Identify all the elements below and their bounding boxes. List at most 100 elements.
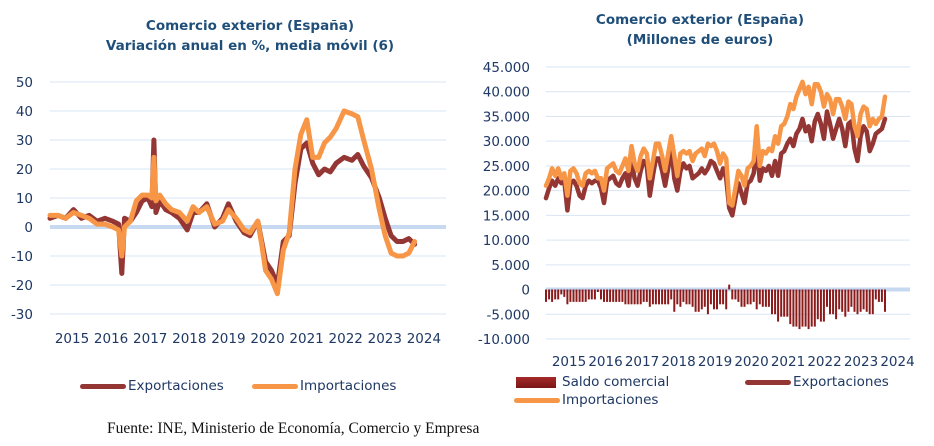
- balance-bar: [563, 289, 566, 297]
- y-tick-label: 30.000: [483, 134, 530, 150]
- balance-bar: [777, 289, 780, 322]
- balance-bar: [819, 289, 822, 322]
- balance-bar: [874, 289, 877, 300]
- balance-bar: [548, 289, 551, 300]
- imports-legend-swatch: [514, 397, 560, 403]
- balance-bar: [835, 289, 838, 320]
- right-chart-title-line1: Comercio exterior (España): [595, 12, 805, 28]
- balance-bar: [554, 289, 557, 300]
- y-tick-label: 40.000: [483, 85, 530, 101]
- balance-bar: [697, 289, 700, 312]
- balance-bar: [865, 289, 868, 312]
- balance-bar: [844, 289, 847, 317]
- balance-bar: [783, 289, 786, 317]
- balance-bar: [774, 289, 777, 315]
- legend-label: Importaciones: [300, 378, 397, 394]
- balance-bar: [633, 289, 636, 305]
- balance-bar: [679, 289, 682, 307]
- balance-bar: [743, 289, 746, 307]
- balance-bar: [636, 289, 639, 305]
- balance-bar: [716, 289, 718, 310]
- balance-bar: [688, 289, 691, 305]
- balance-bar: [639, 289, 642, 305]
- balance-bar: [780, 289, 783, 317]
- y-tick-label: 25.000: [483, 159, 530, 175]
- balance-bar: [838, 289, 841, 310]
- balance-bar: [755, 289, 758, 310]
- balance-bar: [859, 289, 862, 312]
- balance-bar: [722, 289, 725, 305]
- x-tick-label: 2023: [844, 354, 878, 370]
- balance-bar: [685, 289, 688, 305]
- y-tick-label: -10.000: [478, 332, 530, 348]
- balance-bar: [627, 289, 630, 305]
- balance-bar: [728, 284, 731, 290]
- left-chart-subtitle: Variación anual en %, media móvil (6): [105, 38, 395, 54]
- balance-bar: [642, 289, 645, 302]
- balance-bar: [761, 289, 764, 307]
- y-tick-label: 45.000: [483, 60, 530, 76]
- left-chart-title: Comercio exterior (España) Variación anu…: [40, 16, 460, 56]
- imports-legend-swatch: [252, 383, 298, 389]
- balance-bar: [581, 289, 584, 302]
- balance-bar: [596, 289, 599, 292]
- left-legend-exports: Exportaciones: [80, 378, 224, 394]
- balance-bar: [826, 289, 828, 307]
- balance-bar: [740, 289, 743, 307]
- right-legend-imports: Importaciones: [514, 392, 658, 408]
- balance-bar: [850, 289, 853, 307]
- left-series: [47, 108, 418, 297]
- balance-bar: [868, 289, 871, 315]
- balance-bar: [551, 289, 554, 302]
- balance-bar: [575, 289, 578, 302]
- balance-bar: [694, 289, 697, 312]
- balance-bar: [676, 289, 679, 305]
- balance-bar: [624, 289, 627, 305]
- balance-bar: [807, 289, 810, 330]
- y-tick-label: 10: [16, 191, 33, 207]
- x-tick-label: 2017: [133, 331, 167, 347]
- balance-bar: [862, 289, 865, 310]
- balance-bar: [856, 289, 859, 315]
- balance-bar: [746, 289, 749, 305]
- y-tick-label: 0: [24, 220, 33, 236]
- x-tick-label: 2018: [172, 331, 206, 347]
- y-tick-label: 30: [16, 133, 33, 149]
- balance-bar: [804, 289, 807, 327]
- balance-bar: [661, 289, 664, 305]
- right-x-axis: 2015 2016 2017 2018 2019 2020 2021 2022 2023 2024: [552, 354, 915, 370]
- balance-bar: [709, 289, 712, 305]
- balance-bar: [609, 289, 612, 302]
- y-tick-label: 15.000: [483, 208, 530, 224]
- y-tick-label: 20: [16, 162, 33, 178]
- x-tick-label: 2018: [661, 354, 695, 370]
- series-line-importaciones: [543, 79, 888, 208]
- x-tick-label: 2022: [807, 354, 841, 370]
- y-tick-label: 20.000: [483, 184, 530, 200]
- x-tick-label: 2024: [407, 331, 441, 347]
- balance-bar: [651, 289, 654, 305]
- y-tick-label: 40: [16, 104, 33, 120]
- balance-bar: [752, 289, 755, 302]
- balance-bar: [792, 289, 795, 327]
- balance-bar: [877, 289, 880, 302]
- y-tick-label: -20: [11, 278, 33, 294]
- series-line-exportaciones: [543, 109, 888, 218]
- balance-bar: [590, 289, 593, 300]
- balance-bar: [810, 289, 813, 327]
- balance-bar: [847, 289, 850, 312]
- x-tick-label: 2020: [250, 331, 284, 347]
- left-x-axis: 2015 2016 2017 2018 2019 2020 2021 2022 2023 2024: [55, 331, 441, 347]
- x-tick-label: 2020: [734, 354, 768, 370]
- balance-bar: [566, 289, 569, 305]
- balance-bar: [841, 289, 844, 312]
- balance-bar: [603, 289, 605, 302]
- balance-bar: [749, 289, 752, 305]
- balance-legend-swatch: [516, 376, 556, 388]
- balance-bar: [731, 289, 734, 300]
- source-note: Fuente: INE, Ministerio de Economía, Com…: [107, 420, 480, 437]
- balance-bar: [600, 289, 602, 300]
- x-tick-label: 2015: [552, 354, 586, 370]
- balance-bar: [737, 289, 740, 302]
- right-series: [543, 79, 888, 218]
